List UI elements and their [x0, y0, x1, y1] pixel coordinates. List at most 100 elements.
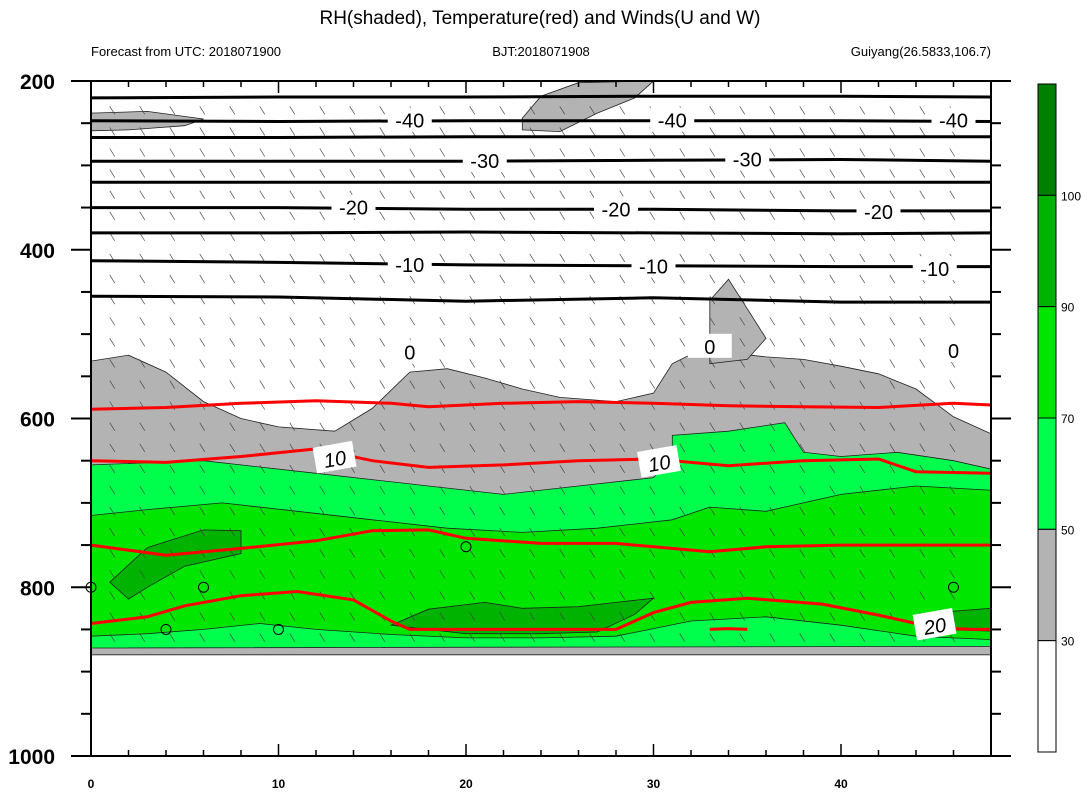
colorbar-label: 90 — [1061, 301, 1075, 315]
wind-barb — [439, 127, 446, 136]
wind-barb — [169, 127, 176, 136]
wind-barb — [289, 612, 296, 621]
wind-barb — [829, 633, 836, 642]
wind-barb — [589, 422, 596, 431]
wind-barb — [559, 274, 566, 284]
wind-barb — [649, 591, 656, 600]
wind-barb — [169, 422, 176, 431]
calm-marker-2 — [198, 581, 209, 593]
wind-barb — [889, 317, 896, 326]
wind-barb — [439, 148, 446, 157]
wind-barb — [919, 485, 926, 495]
wind-barb — [559, 106, 566, 115]
wind-barb — [559, 570, 566, 579]
wind-barb — [799, 190, 806, 199]
wind-barb — [349, 127, 356, 136]
wind-barb — [319, 359, 326, 368]
calm-marker-5 — [948, 581, 959, 593]
wind-barb — [469, 338, 476, 347]
wind-barb — [529, 317, 536, 326]
wind-barb — [919, 422, 926, 431]
isotherm-label-7: -20 — [864, 202, 893, 224]
wind-barb — [619, 169, 626, 178]
wind-barb — [859, 612, 866, 621]
wind-barb — [169, 169, 176, 178]
wind-barb — [889, 549, 896, 558]
wind-barb — [499, 274, 506, 284]
wind-barb — [409, 443, 416, 452]
wind-barb — [439, 549, 446, 558]
wind-barb — [109, 211, 116, 220]
isotherm-label-4: -30 — [733, 149, 762, 171]
wind-barb — [619, 253, 626, 263]
wind-barb — [289, 359, 296, 368]
wind-barb — [379, 274, 386, 284]
temperature-label-0: 10 — [322, 447, 348, 473]
wind-barb — [289, 633, 296, 642]
wind-barb — [439, 317, 446, 326]
forecast-subtitle: Forecast from UTC: 2018071900 — [91, 44, 281, 59]
wind-barb — [649, 528, 656, 537]
wind-barb — [259, 338, 266, 347]
wind-barb — [319, 106, 326, 115]
wind-barb — [109, 169, 116, 178]
wind-barb — [139, 190, 146, 199]
wind-barb — [529, 106, 536, 115]
wind-barb — [439, 253, 446, 263]
wind-barb — [169, 338, 176, 347]
wind-barb — [349, 380, 356, 389]
wind-barb — [739, 570, 746, 579]
wind-barb — [319, 528, 326, 537]
isotherm-label-bg-12 — [687, 333, 732, 358]
isotherm-label-9: -10 — [639, 257, 668, 279]
wind-barb — [379, 422, 386, 431]
wind-barb — [259, 253, 266, 263]
wind-barb — [379, 232, 386, 242]
wind-barb — [469, 506, 476, 516]
wind-barb — [349, 549, 356, 558]
wind-barb — [199, 570, 206, 579]
wind-barb — [379, 169, 386, 178]
wind-barb — [949, 570, 956, 579]
wind-barb — [739, 317, 746, 326]
isotherm-line-8 — [90, 294, 991, 304]
wind-barb — [889, 169, 896, 178]
isotherm-label-bg-8 — [387, 251, 432, 276]
wind-barb — [229, 570, 236, 579]
wind-barb — [199, 528, 206, 537]
wind-barb — [379, 464, 386, 474]
wind-barb — [499, 528, 506, 537]
isotherm-label-bg-4 — [725, 146, 770, 171]
wind-barb — [859, 169, 866, 178]
wind-barb — [949, 443, 956, 452]
wind-barb — [439, 633, 446, 642]
temperature-contour-4 — [709, 627, 748, 631]
wind-barb — [379, 485, 386, 495]
wind-barb — [829, 106, 836, 115]
wind-barb — [319, 422, 326, 431]
x-tick-label: 20 — [459, 777, 473, 791]
wind-barb — [859, 570, 866, 579]
wind-barb — [559, 232, 566, 242]
temp-label-bg-1 — [636, 445, 681, 478]
wind-barb — [919, 528, 926, 537]
wind-barb — [919, 317, 926, 326]
wind-barb — [319, 169, 326, 178]
wind-barb — [259, 633, 266, 642]
wind-barb — [919, 591, 926, 600]
wind-barb — [769, 464, 776, 474]
wind-barb — [499, 422, 506, 431]
wind-barb — [529, 338, 536, 347]
wind-barb — [109, 359, 116, 368]
isotherm-label-13: 0 — [948, 341, 959, 363]
wind-barb — [469, 570, 476, 579]
wind-barb — [739, 380, 746, 389]
wind-barb — [379, 190, 386, 199]
wind-barb — [169, 443, 176, 452]
wind-barb — [229, 190, 236, 199]
wind-barb — [709, 169, 716, 178]
isotherm-line-5 — [91, 206, 991, 213]
wind-barb — [319, 380, 326, 389]
wind-barb — [829, 253, 836, 263]
wind-barb — [499, 338, 506, 347]
